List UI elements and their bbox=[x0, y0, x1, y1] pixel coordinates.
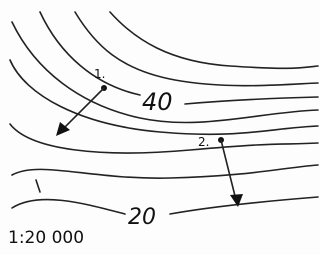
contour-map: 1. 2. 40 20 1:20 000 bbox=[0, 0, 320, 255]
contour-label: 40 bbox=[142, 88, 173, 116]
contour-label: 20 bbox=[128, 205, 156, 230]
paper bbox=[0, 0, 320, 255]
point-label: 1. bbox=[94, 67, 105, 81]
point-label: 2. bbox=[198, 135, 209, 149]
scale-label: 1:20 000 bbox=[8, 228, 84, 248]
